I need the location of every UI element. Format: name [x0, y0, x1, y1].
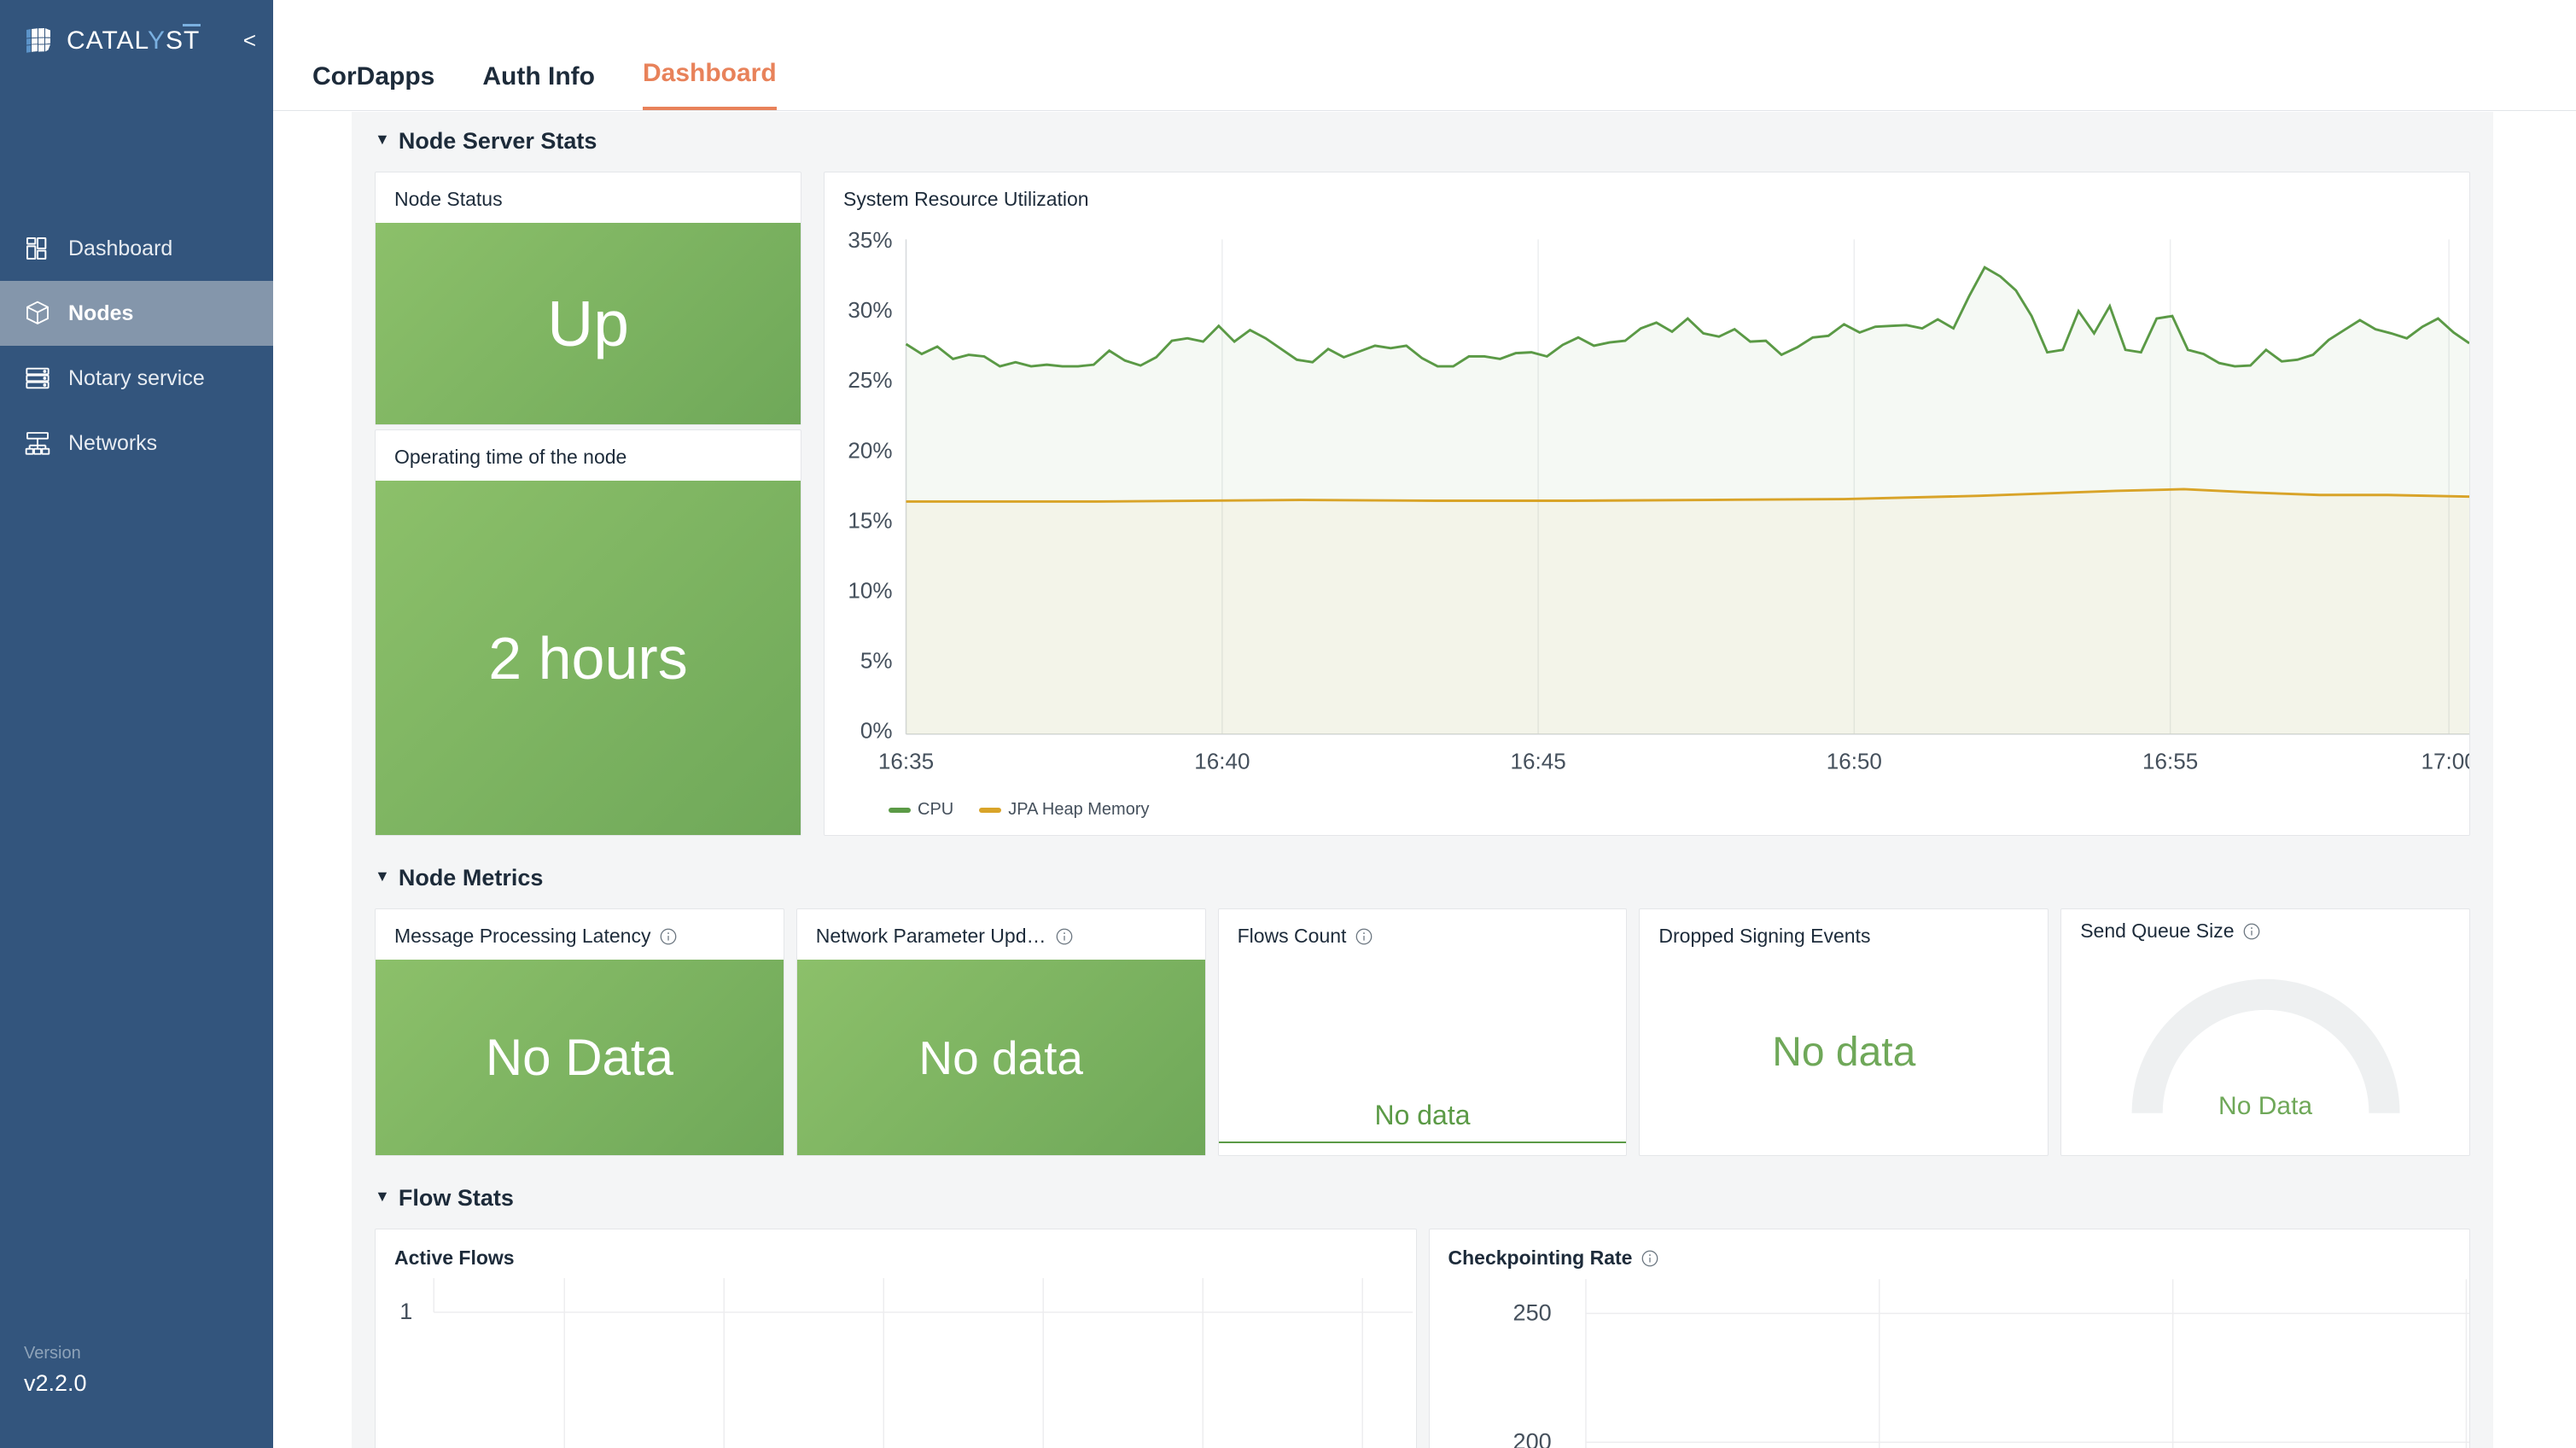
svg-text:200: 200 [1512, 1428, 1551, 1448]
svg-text:250: 250 [1512, 1299, 1551, 1326]
svg-text:1: 1 [399, 1299, 412, 1324]
svg-text:16:55: 16:55 [2142, 748, 2198, 774]
svg-text:30%: 30% [848, 297, 892, 323]
svg-text:16:35: 16:35 [878, 748, 934, 774]
svg-text:10%: 10% [848, 577, 892, 603]
svg-text:16:45: 16:45 [1510, 748, 1565, 774]
svg-text:17:00: 17:00 [2422, 748, 2469, 774]
svg-text:0%: 0% [860, 718, 893, 744]
svg-text:20%: 20% [848, 437, 892, 463]
svg-text:5%: 5% [860, 648, 893, 674]
svg-text:16:40: 16:40 [1194, 748, 1250, 774]
svg-text:15%: 15% [848, 507, 892, 533]
svg-text:25%: 25% [848, 367, 892, 393]
svg-text:35%: 35% [848, 227, 892, 253]
svg-text:16:50: 16:50 [1827, 748, 1882, 774]
